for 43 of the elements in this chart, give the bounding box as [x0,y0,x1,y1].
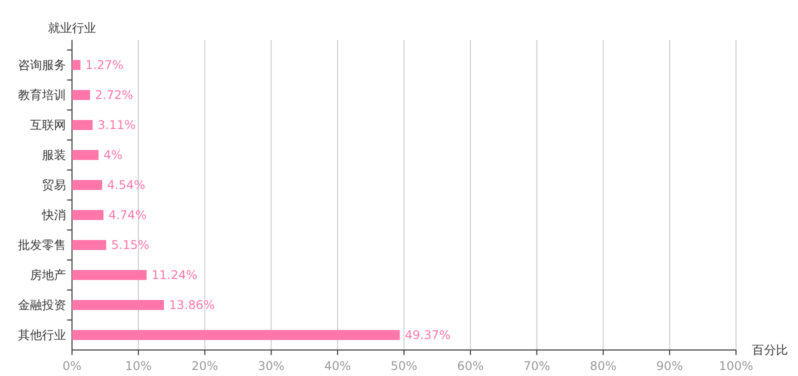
x-tick-label: 90% [656,359,683,373]
bar [72,300,164,310]
y-tick-label: 金融投资 [18,298,66,312]
y-tick-label: 其他行业 [18,328,66,342]
bar [72,120,93,130]
data-label: 4.54% [107,178,146,192]
y-tick-label: 房地产 [30,268,66,282]
x-tick-label: 0% [62,359,82,373]
bar [72,240,106,250]
data-label: 2.72% [95,88,134,102]
y-axis-title: 就业行业 [48,21,96,35]
data-label: 1.27% [85,58,124,72]
x-tick-label: 70% [523,359,550,373]
bar [72,60,80,70]
data-label: 5.15% [111,238,150,252]
x-tick-label: 40% [324,359,351,373]
y-tick-label: 批发零售 [18,238,66,252]
y-tick-label: 贸易 [42,178,66,192]
x-tick-label: 50% [390,359,418,373]
data-label: 3.11% [98,118,136,132]
x-tick-label: 20% [191,359,218,373]
bar [72,330,400,340]
y-tick-label: 咨询服务 [18,58,66,72]
x-tick-label: 30% [258,359,285,373]
bar [72,180,102,190]
bar [72,270,147,280]
y-tick-label: 教育培训 [18,88,66,102]
x-tick-label: 80% [590,359,617,373]
x-tick-label: 60% [457,359,484,373]
data-label: 4% [104,148,123,162]
data-label: 11.24% [152,268,198,282]
x-axis-title: 百分比 [752,343,788,357]
x-tick-label: 10% [125,359,152,373]
y-tick-label: 快消 [41,208,66,222]
bar [72,90,90,100]
y-tick-label: 互联网 [30,118,66,132]
bar [72,150,99,160]
y-tick-label: 服装 [42,148,66,162]
x-tick-label: 100% [718,359,754,373]
data-label: 4.74% [108,208,147,222]
data-label: 49.37% [404,328,451,342]
bar [72,210,104,220]
data-label: 13.86% [169,298,215,312]
